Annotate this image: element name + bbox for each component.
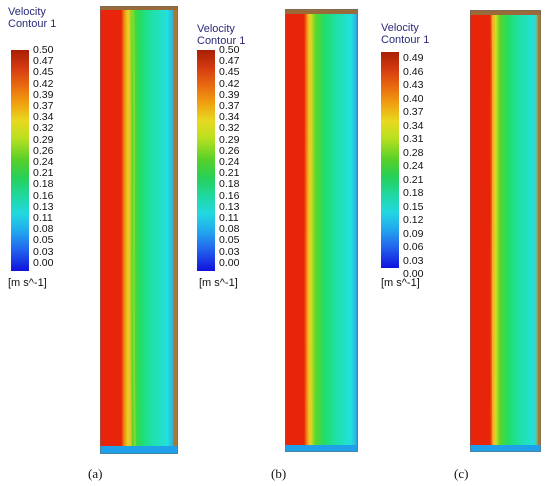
tick-label: 0.32 [33,122,54,135]
tick-label: 0.47 [219,55,240,68]
caption-b: (b) [271,466,287,481]
tick-label: 0.45 [33,66,54,79]
tick-label: 0.37 [33,100,54,112]
velocity-contour-a [100,6,178,454]
tick-label: 0.00 [219,256,240,269]
tick-label: 0.39 [33,88,54,101]
tick-label: 0.18 [403,187,424,199]
tick-label: 0.24 [33,156,54,168]
legend-subtitle: Contour 1 [381,34,430,46]
tick-label: 0.43 [403,79,424,91]
tick-label: 0.03 [403,254,424,267]
tick-label: 0.34 [403,119,424,132]
tick-label: 0.00 [33,256,54,269]
tick-label: 0.47 [33,55,54,68]
tick-label: 0.37 [219,100,240,112]
tick-label: 0.34 [219,111,240,124]
tick-label: 0.00 [403,268,424,280]
tick-label: 0.42 [219,77,240,90]
units-label: [m s^-1] [199,277,238,289]
tick-label: 0.18 [219,178,240,191]
tick-label: 0.24 [219,156,240,168]
tick-label: 0.49 [403,52,424,64]
tick-label: 0.18 [33,178,54,191]
tick-label: 0.34 [33,111,54,124]
tick-label: 0.29 [33,133,54,146]
tick-label: 0.12 [403,214,424,226]
tick-label: 0.21 [403,173,424,186]
legend-subtitle: Contour 1 [8,18,57,30]
tick-label: 0.08 [33,223,54,236]
tick-label: 0.13 [219,200,240,213]
tick-label: 0.50 [219,44,240,56]
tick-label: 0.15 [403,200,424,213]
legend-title: Velocity [197,23,235,35]
tick-label: 0.32 [219,122,240,135]
tick-label: 0.05 [219,234,240,247]
tick-label: 0.03 [219,245,240,258]
caption-a: (a) [88,466,103,481]
tick-label: 0.26 [219,144,240,157]
tick-label: 0.28 [403,146,424,159]
tick-label: 0.21 [33,167,54,180]
tick-label: 0.46 [403,65,424,78]
tick-label: 0.39 [219,88,240,101]
tick-label: 0.21 [219,167,240,180]
tick-label: 0.42 [33,77,54,90]
tick-label: 0.08 [219,223,240,236]
tick-label: 0.06 [403,241,424,253]
legend-title: Velocity [381,22,419,34]
color-bar [381,52,399,268]
tick-label: 0.03 [33,245,54,258]
velocity-contour-b [285,9,358,452]
velocity-contour-c [470,10,541,452]
tick-label: 0.37 [403,106,424,118]
caption-c: (c) [454,466,469,481]
tick-label: 0.26 [33,144,54,157]
tick-label: 0.50 [33,44,54,56]
tick-label: 0.40 [403,92,424,105]
tick-label: 0.11 [219,212,239,224]
color-bar [197,50,215,271]
tick-label: 0.09 [403,227,424,240]
tick-label: 0.13 [33,200,54,213]
units-label: [m s^-1] [381,277,420,289]
tick-label: 0.16 [219,189,240,202]
tick-label: 0.29 [219,133,240,146]
legend-subtitle: Contour 1 [197,35,246,47]
tick-label: 0.16 [33,189,54,202]
tick-label: 0.24 [403,160,424,172]
color-bar [11,50,29,271]
tick-label: 0.31 [403,133,424,145]
tick-label: 0.45 [219,66,240,79]
tick-label: 0.05 [33,234,54,247]
units-label: [m s^-1] [8,277,47,289]
legend-title: Velocity [8,6,46,18]
tick-label: 0.11 [33,212,53,224]
